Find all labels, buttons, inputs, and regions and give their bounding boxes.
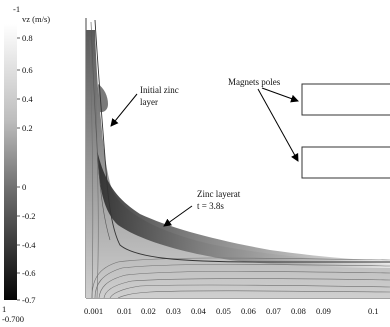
- x-tick-1: 0.01: [117, 306, 132, 316]
- x-tick-3: 0.03: [166, 306, 181, 316]
- x-tick-9: 0.09: [316, 306, 331, 316]
- x-tick-5: 0.05: [216, 306, 231, 316]
- magnet-pole-lower: [301, 146, 390, 179]
- x-tick-4: 0.04: [191, 306, 207, 316]
- annotations: Initial zinc layer Magnets poles Zinc la…: [110, 77, 299, 227]
- colorbar-quantity-label: vz (m/s): [22, 14, 50, 24]
- zinc-layer-label-line2: t = 3.8s: [197, 201, 224, 211]
- magnets-arrow-upper: [261, 87, 299, 103]
- x-tick-0: 0.001: [84, 306, 103, 316]
- colorbar-tick-8: -0.7: [22, 295, 35, 305]
- colorbar-ticks: [17, 37, 20, 301]
- colorbar-tick-5: -0.2: [22, 211, 35, 221]
- x-axis-ticks: 0.001 0.01 0.02 0.03 0.04 0.05 0.06 0.07…: [84, 306, 379, 316]
- colorbar: -1 vz (m/s) 0.8 0.6 0.4 0.2 0 -0.2 -0.4 …: [2, 4, 50, 324]
- magnets-poles-label: Magnets poles: [228, 77, 281, 87]
- x-tick-8: 0.08: [291, 306, 306, 316]
- x-tick-10: 0.1: [368, 306, 379, 316]
- zinc-layer-arrow: [163, 205, 193, 227]
- zinc-layer-label-line1: Zinc layerat: [197, 189, 241, 199]
- colorbar-tick-0: 0.8: [22, 33, 33, 43]
- magnet-pole-upper: [301, 83, 390, 116]
- colorbar-tick-3: 0.2: [22, 123, 33, 133]
- colorbar-tick-6: -0.4: [22, 240, 36, 250]
- colorbar-bottom-label: -0.700: [2, 314, 24, 324]
- zinc-layer-band: [97, 150, 390, 268]
- x-tick-2: 0.02: [141, 306, 156, 316]
- x-tick-7: 0.07: [266, 306, 281, 316]
- contour-lines: [89, 39, 390, 299]
- colorbar-ramp: [4, 24, 17, 300]
- colorbar-tick-4: 0: [22, 182, 26, 192]
- plot-domain: [85, 18, 390, 299]
- colorbar-tick-1: 0.6: [22, 65, 33, 75]
- colorbar-top-label: -1: [13, 4, 20, 14]
- initial-interface-line-inner: [90, 21, 111, 241]
- x-tick-6: 0.06: [241, 306, 256, 316]
- colorbar-tick-2: 0.4: [22, 94, 33, 104]
- magnets-arrow-lower: [257, 88, 299, 162]
- initial-zinc-label-line1: Initial zinc: [140, 85, 179, 95]
- colorbar-tick-7: -0.6: [22, 268, 35, 278]
- initial-zinc-label-line2: layer: [140, 97, 158, 107]
- colorbar-bottom-marker: 1: [2, 304, 6, 314]
- initial-zinc-arrow: [110, 93, 138, 127]
- initial-interface-line: [94, 19, 390, 263]
